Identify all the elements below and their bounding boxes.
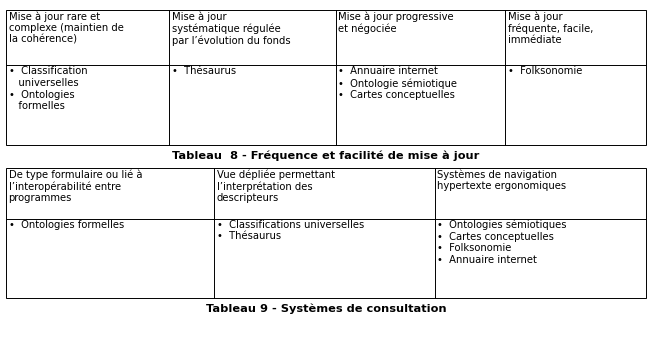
Text: De type formulaire ou lié à
l’interopérabilité entre
programmes: De type formulaire ou lié à l’interopéra… <box>8 169 142 203</box>
Text: •  Thésaurus: • Thésaurus <box>171 66 236 76</box>
Text: Vue dépliée permettant
l’interprétation des
descripteurs: Vue dépliée permettant l’interprétation … <box>216 169 334 203</box>
Text: •  Ontologies sémiotiques
•  Cartes conceptuelles
•  Folksonomie
•  Annuaire int: • Ontologies sémiotiques • Cartes concep… <box>437 220 567 265</box>
Text: Mise à jour
systématique régulée
par l’évolution du fonds: Mise à jour systématique régulée par l’é… <box>171 11 290 46</box>
Bar <box>6 10 646 145</box>
Text: Mise à jour
fréquente, facile,
immédiate: Mise à jour fréquente, facile, immédiate <box>508 11 593 45</box>
Text: •  Classification
   universelles
•  Ontologies
   formelles: • Classification universelles • Ontologi… <box>8 66 87 111</box>
Text: •  Classifications universelles
•  Thésaurus: • Classifications universelles • Thésaur… <box>216 220 364 241</box>
Text: Systèmes de navigation
hypertexte ergonomiques: Systèmes de navigation hypertexte ergono… <box>437 169 567 191</box>
Text: •  Folksonomie: • Folksonomie <box>508 66 582 76</box>
Text: Tableau  8 - Fréquence et facilité de mise à jour: Tableau 8 - Fréquence et facilité de mis… <box>172 150 480 160</box>
Text: Tableau 9 - Systèmes de consultation: Tableau 9 - Systèmes de consultation <box>205 303 447 313</box>
Text: •  Ontologies formelles: • Ontologies formelles <box>8 220 124 230</box>
Bar <box>6 168 646 298</box>
Text: Mise à jour progressive
et négociée: Mise à jour progressive et négociée <box>338 11 454 34</box>
Text: •  Annuaire internet
•  Ontologie sémiotique
•  Cartes conceptuelles: • Annuaire internet • Ontologie sémiotiq… <box>338 66 457 100</box>
Text: Mise à jour rare et
complexe (maintien de
la cohérence): Mise à jour rare et complexe (maintien d… <box>8 11 123 45</box>
